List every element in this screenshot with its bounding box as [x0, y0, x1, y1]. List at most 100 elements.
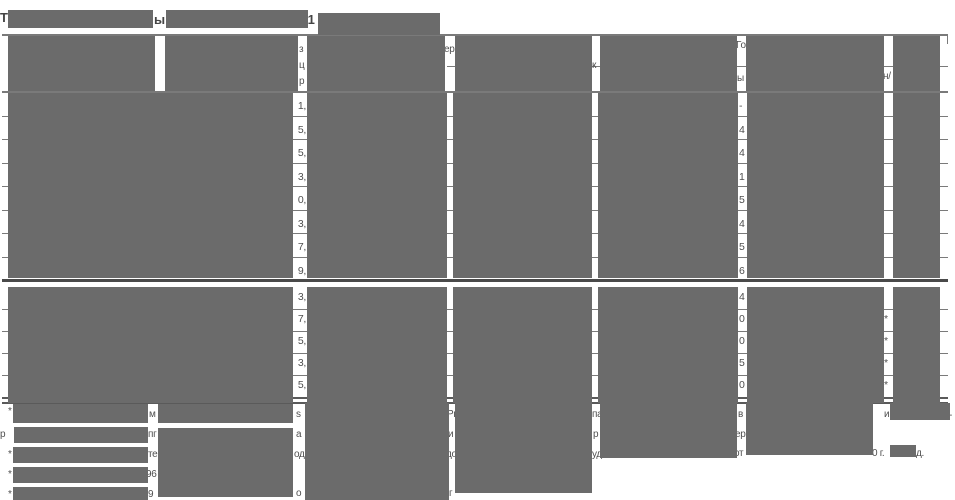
- redaction-lower: [307, 287, 447, 403]
- redaction-header: [600, 36, 737, 91]
- footnote-marker: *: [8, 469, 12, 480]
- section-divider: [2, 279, 948, 283]
- table-cell-fragment: 1: [739, 170, 745, 183]
- redaction-title: [8, 10, 153, 28]
- table-cell-fragment: 4: [739, 291, 745, 303]
- redaction-footnote: [746, 403, 873, 455]
- redaction-footnote: [13, 467, 148, 483]
- redaction-footnote: [455, 403, 592, 493]
- header-fragment: р: [299, 76, 305, 87]
- redaction-body: [307, 93, 447, 278]
- redaction-footnote: [13, 447, 148, 463]
- title-fragment: ы: [154, 12, 165, 27]
- redaction-lower: [598, 287, 738, 403]
- footnote-fragment: па: [592, 409, 603, 420]
- redaction-lower: [453, 287, 592, 403]
- redaction-body: [598, 93, 738, 278]
- table-cell-fragment: 3,: [297, 291, 306, 303]
- footnote-reference-asterisk: *: [884, 379, 888, 391]
- redaction-header: [165, 36, 298, 91]
- footnote-reference-asterisk: *: [884, 313, 888, 325]
- table-cell-fragment: 4: [739, 147, 745, 159]
- table-cell-fragment: 5: [739, 194, 745, 206]
- footnote-fragment: и: [448, 429, 454, 440]
- redaction-lower: [747, 287, 884, 403]
- header-fragment: ер: [444, 44, 455, 55]
- table-cell-fragment: 5: [739, 357, 745, 369]
- table-cell-fragment: 3,: [297, 217, 306, 230]
- footnote-fragment: р: [0, 429, 6, 440]
- redaction-footnote: [13, 487, 148, 500]
- redaction-footnote: [890, 403, 950, 420]
- table-cell-fragment: 9,: [297, 264, 306, 277]
- table-top-border: [2, 34, 948, 36]
- table-cell-fragment: 5,: [297, 123, 306, 136]
- table-cell-fragment: 3,: [297, 357, 306, 369]
- header-fragment: з: [299, 44, 304, 55]
- redaction-title: [166, 10, 308, 28]
- table-cell-fragment: 5,: [297, 147, 306, 159]
- redaction-body: [893, 93, 940, 278]
- table-cell-fragment: 7,: [297, 241, 306, 253]
- table-cell-fragment: 0,: [297, 194, 306, 206]
- table-cell-fragment: 0: [739, 313, 745, 325]
- redaction-footnote: [890, 445, 916, 457]
- footnote-fragment: пг: [148, 429, 157, 440]
- footnote-fragment: до: [446, 449, 457, 460]
- footnote-reference-asterisk: *: [884, 335, 888, 347]
- footnote-fragment: а: [296, 429, 302, 440]
- header-fragment: н/: [883, 71, 891, 82]
- table-cell-fragment: 0: [739, 379, 745, 391]
- footnote-fragment: в: [738, 409, 744, 420]
- redaction-footnote: [14, 427, 148, 443]
- footnote-fragment: 9: [148, 489, 154, 500]
- footnote-fragment: м: [149, 409, 156, 420]
- header-fragment: ц: [299, 60, 305, 71]
- redaction-header: [893, 36, 940, 91]
- title-fragment: Т: [0, 10, 8, 25]
- footnote-fragment: 96: [146, 469, 157, 480]
- redaction-lower: [893, 287, 940, 403]
- redaction-header: [8, 36, 155, 91]
- footnote-fragment: уд: [592, 449, 602, 460]
- table-cell-fragment: 3,: [297, 170, 306, 183]
- footnote-fragment: Рг: [447, 409, 457, 420]
- footnote-fragment: г: [449, 488, 453, 499]
- table-cell-fragment: 4: [739, 217, 745, 230]
- table-cell-fragment: 5: [739, 241, 745, 253]
- redaction-footnote: [305, 403, 449, 500]
- redaction-body: [8, 93, 293, 278]
- table-cell-fragment: 5,: [297, 335, 306, 347]
- footnote-fragment: и: [884, 409, 890, 420]
- redaction-header: [746, 36, 884, 91]
- header-fragment: ы: [737, 73, 744, 84]
- table-cell-fragment: 1,: [297, 100, 306, 112]
- table-cell-fragment: 0: [739, 335, 745, 347]
- footnote-marker: *: [8, 449, 12, 460]
- footnote-fragment: од: [294, 449, 305, 460]
- table-cell-fragment: 4: [739, 123, 745, 136]
- redaction-body: [747, 93, 884, 278]
- redaction-footnote: [600, 403, 737, 458]
- header-fragment: Го: [736, 40, 746, 51]
- redaction-title: [318, 13, 440, 35]
- footnote-marker: *: [8, 406, 12, 417]
- table-cell-fragment: 7,: [297, 313, 306, 325]
- footnote-fragment: 0 г.: [872, 448, 885, 459]
- redaction-footnote: [13, 404, 148, 423]
- right-border-tick: [946, 34, 948, 44]
- redaction-footnote: [158, 404, 293, 423]
- redaction-lower: [8, 287, 293, 403]
- redaction-footnote: [158, 428, 293, 497]
- footnote-fragment: р: [593, 429, 599, 440]
- footnote-fragment: -: [949, 410, 953, 421]
- table-cell-fragment: 6: [739, 264, 745, 277]
- redaction-header: [307, 36, 445, 91]
- redaction-body: [453, 93, 592, 278]
- table-cell-fragment: -: [739, 100, 743, 112]
- footnote-marker: *: [8, 489, 12, 500]
- footnote-fragment: от: [734, 448, 744, 459]
- footnote-fragment: те: [148, 449, 158, 460]
- header-bottom-line: [2, 91, 948, 93]
